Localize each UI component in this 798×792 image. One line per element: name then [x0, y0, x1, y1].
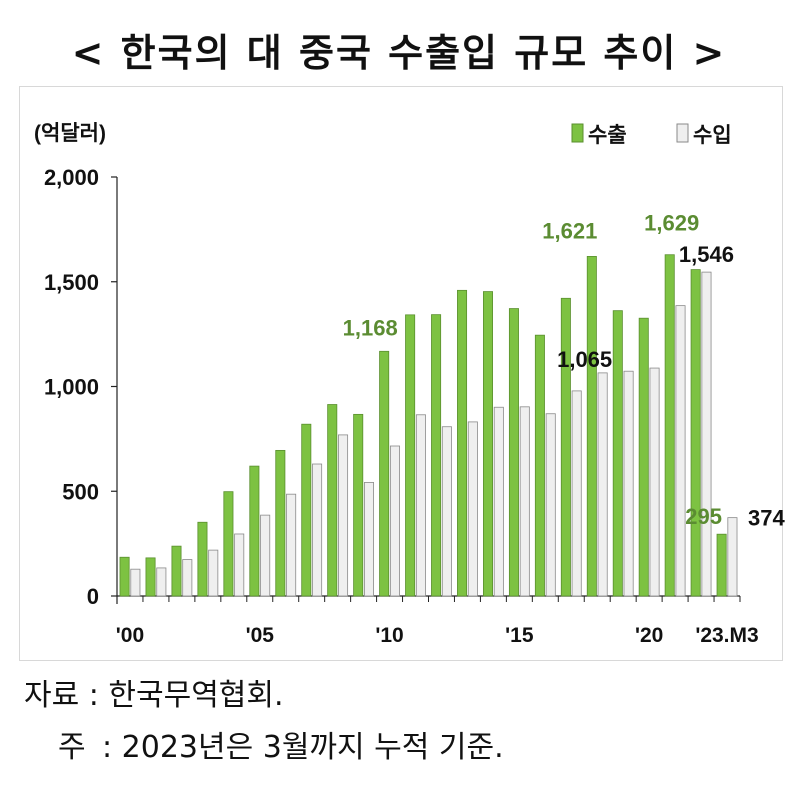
x-tick-label: '20 — [635, 624, 663, 647]
bar-import — [727, 517, 738, 597]
x-tick-label: '23.M3 — [695, 624, 758, 647]
data-label: 374 — [748, 506, 785, 531]
y-tick-label: 1,000 — [44, 375, 99, 400]
bar-export — [586, 256, 597, 597]
bar-import — [312, 463, 323, 597]
x-tick-label: '10 — [375, 624, 403, 647]
y-tick-label: 500 — [62, 479, 99, 504]
note-text: : 2023년은 3월까지 누적 기준. — [102, 730, 504, 765]
bar-export — [119, 556, 130, 597]
legend-import-label: 수입 — [693, 124, 732, 147]
unit-label: (억달러) — [34, 122, 106, 145]
bar-export — [482, 291, 493, 597]
bar-import — [389, 445, 400, 597]
source-label: 자료 : — [24, 678, 109, 713]
bar-export — [171, 545, 182, 597]
bar-import — [234, 533, 245, 597]
source-text: 한국무역협회. — [108, 678, 284, 713]
y-tick-label: 0 — [87, 584, 99, 609]
data-label: 1,546 — [679, 242, 734, 267]
y-tick-label: 2,000 — [44, 165, 99, 190]
bar-export — [379, 350, 390, 597]
data-label: 1,065 — [557, 347, 612, 372]
bar-export — [431, 314, 442, 597]
data-label: 1,168 — [343, 315, 398, 340]
bar-export — [327, 404, 338, 597]
bar-export — [638, 317, 649, 597]
bar-import — [182, 559, 193, 597]
bar-import — [130, 568, 141, 597]
bar-import — [260, 514, 271, 597]
x-tick-label: '00 — [116, 624, 144, 647]
legend-import-swatch — [676, 123, 689, 143]
bar-export — [560, 297, 571, 597]
bar-import — [675, 305, 686, 597]
note-line: 주 : 2023년은 3월까지 누적 기준. — [58, 722, 504, 766]
note-label: 주 — [58, 730, 86, 765]
bar-import — [545, 413, 556, 597]
bar-export — [664, 254, 675, 597]
bar-import — [156, 567, 167, 597]
bar-import — [623, 370, 634, 597]
y-tick-label: 1,500 — [44, 270, 99, 295]
bar-export — [249, 465, 260, 597]
data-label: 295 — [685, 504, 722, 529]
bar-export — [457, 289, 468, 597]
bar-export — [145, 557, 156, 597]
source-line: 자료 : 한국무역협회. — [24, 670, 284, 714]
bar-export — [223, 491, 234, 597]
bar-export — [508, 308, 519, 597]
bar-export — [275, 449, 286, 597]
bar-import — [338, 434, 349, 597]
bar-import — [571, 390, 582, 597]
bar-export — [301, 423, 312, 597]
data-label: 1,629 — [644, 211, 699, 236]
bar-export — [405, 314, 416, 597]
bar-import — [415, 414, 426, 597]
bar-import — [364, 482, 375, 597]
x-tick-label: '05 — [246, 624, 275, 647]
chart-title: < 한국의 대 중국 수출입 규모 추이 > — [71, 31, 727, 75]
bar-import — [467, 421, 478, 597]
bar-import — [649, 367, 660, 597]
legend-export-label: 수출 — [588, 124, 627, 147]
bar-import — [493, 406, 504, 597]
bar-import — [597, 372, 608, 597]
bar-import — [286, 493, 297, 597]
bar-import — [519, 406, 530, 597]
bar-import — [701, 271, 712, 597]
bar-import — [441, 426, 452, 597]
x-tick-label: '15 — [505, 624, 534, 647]
bar-export — [612, 310, 623, 597]
bar-import — [208, 549, 219, 597]
bar-export — [197, 521, 208, 597]
legend-export-swatch — [571, 123, 584, 143]
bar-export — [353, 413, 364, 597]
bar-export — [690, 269, 701, 597]
bar-export — [534, 334, 545, 597]
data-label: 1,621 — [542, 218, 597, 243]
bar-export — [716, 533, 727, 597]
